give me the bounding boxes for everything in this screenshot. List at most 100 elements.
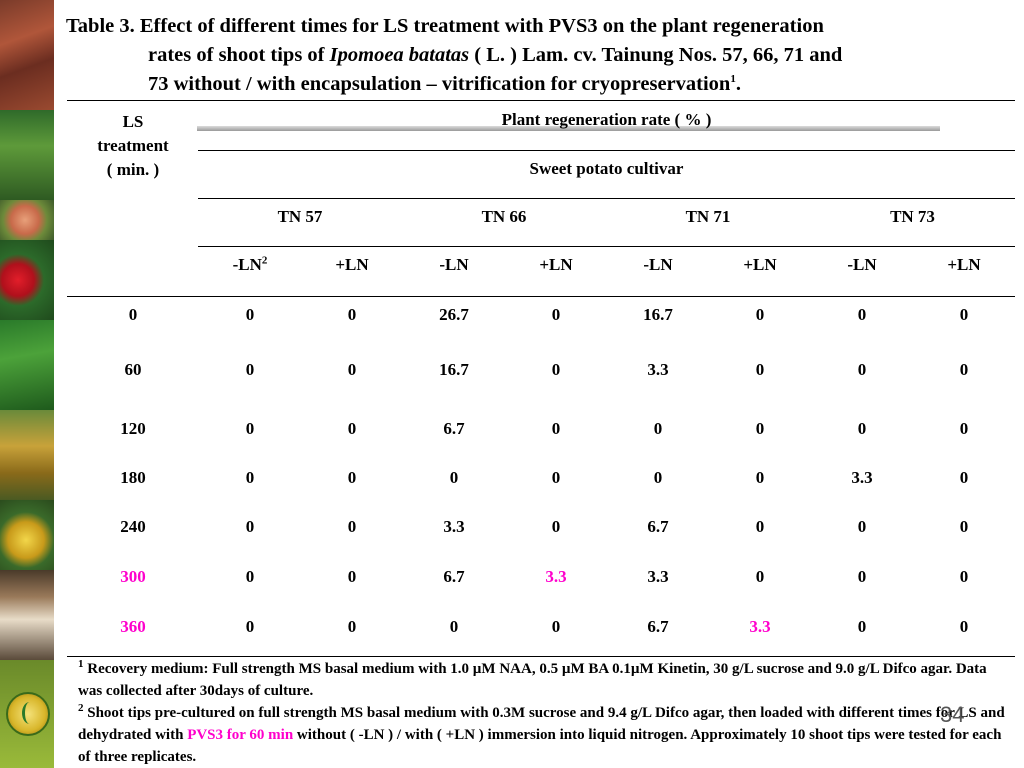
table-cell: 6.7	[443, 419, 465, 438]
table-cell: 0	[959, 517, 969, 536]
table-cell: 26.7	[439, 305, 469, 324]
table-cell: 0	[245, 468, 255, 487]
species-name: Ipomoea batatas	[329, 44, 470, 66]
table-cell: 0	[857, 419, 867, 438]
footnote-highlight: PVS3 for 60 min	[187, 727, 294, 743]
table-cell: 0	[245, 517, 255, 536]
table-cell: 3.3	[647, 360, 669, 379]
red-flower-photo	[0, 240, 54, 320]
table-cell: 0	[857, 517, 867, 536]
footnote-2: 2 Shoot tips pre-cultured on full streng…	[78, 702, 1014, 768]
cultivar-tn57: TN 57	[277, 207, 323, 226]
table-bottom-rule	[67, 656, 1015, 657]
table-cell: 0	[959, 360, 969, 379]
minus-ln-header: -LN2	[199, 255, 301, 275]
table-cell: 0	[551, 468, 561, 487]
table-cell: 0	[551, 305, 561, 324]
rule	[198, 246, 1015, 247]
title-text: rates of shoot tips of	[148, 44, 330, 66]
cultivar-tn73: TN 73	[890, 207, 935, 226]
decorative-photo-strip	[0, 0, 54, 768]
title-text: ( L. ) Lam. cv. Tainung Nos. 57, 66, 71 …	[469, 44, 843, 66]
table-cell: 0	[653, 419, 663, 438]
header-text: -LN	[643, 255, 673, 274]
footnote-marker: 2	[78, 702, 84, 714]
table-cell: 0	[959, 468, 969, 487]
row-time: 240	[120, 517, 146, 536]
table-cell: 0	[449, 468, 459, 487]
table-cell: 0	[755, 517, 765, 536]
table-cell: 0	[245, 360, 255, 379]
row-time: 120	[120, 419, 146, 438]
minus-ln-header: -LN	[403, 255, 505, 275]
table-cell: 3.3	[749, 617, 771, 636]
logo-icon	[22, 702, 37, 724]
table-cell: 3.3	[545, 567, 567, 586]
table-cell: 0	[347, 617, 357, 636]
table-cell: 0	[959, 305, 969, 324]
table-cell: 0	[551, 419, 561, 438]
table-cell: 6.7	[647, 617, 669, 636]
row-time: 300	[120, 567, 146, 586]
ls-treatment-header: LS treatment ( min. )	[67, 110, 199, 182]
table-cell: 0	[755, 468, 765, 487]
table-cell: 16.7	[643, 305, 673, 324]
sweet-potato-photo	[0, 0, 54, 110]
footnote-text: Recovery medium: Full strength MS basal …	[78, 661, 987, 699]
table-cell: 0	[347, 305, 357, 324]
table-cell: 0	[245, 567, 255, 586]
table-cell: 0	[959, 567, 969, 586]
cultivar-header: Sweet potato cultivar	[529, 159, 684, 178]
plus-ln-header: +LN	[947, 255, 981, 274]
table-cell: 0	[449, 617, 459, 636]
cultivar-tn66: TN 66	[481, 207, 527, 226]
table-cell: 0	[347, 360, 357, 379]
table-cell: 0	[347, 567, 357, 586]
institute-logo	[6, 692, 50, 736]
table-cell: 0	[857, 567, 867, 586]
table-cell: 0	[551, 517, 561, 536]
header-text: ( min. )	[106, 160, 160, 179]
footnote-marker: 1	[730, 73, 736, 86]
header-text: -LN	[232, 255, 262, 274]
table-cell: 0	[653, 468, 663, 487]
table-cell: 0	[245, 419, 255, 438]
table-cell: 3.3	[443, 517, 465, 536]
table-cell: 0	[347, 468, 357, 487]
row-time: 60	[124, 360, 142, 379]
table-cell: 0	[551, 617, 561, 636]
table-cell: 0	[959, 419, 969, 438]
table-cell: 3.3	[647, 567, 669, 586]
table-cell: 0	[755, 360, 765, 379]
table-cell: 0	[755, 567, 765, 586]
plus-ln-header: +LN	[743, 255, 777, 274]
plant-photo	[0, 410, 54, 500]
cucumber-photo	[0, 110, 54, 200]
footnote-marker: 1	[78, 658, 84, 670]
table-cell: 0	[551, 360, 561, 379]
table-cell: 16.7	[439, 360, 469, 379]
title-line-2: rates of shoot tips of Ipomoea batatas (…	[66, 41, 1006, 70]
regeneration-table: LS treatment ( min. ) Plant regeneration…	[67, 100, 1015, 657]
page-number: 34	[940, 702, 965, 727]
row-time: 360	[120, 617, 146, 636]
table-cell: 0	[959, 617, 969, 636]
anthurium-photo	[0, 320, 54, 410]
table-cell: 0	[755, 419, 765, 438]
cultivar-tn71: TN 71	[685, 207, 731, 226]
grey-divider	[197, 126, 940, 131]
plus-ln-header: +LN	[539, 255, 573, 274]
table-cell: 0	[755, 305, 765, 324]
footnotes: 1 Recovery medium: Full strength MS basa…	[78, 658, 1014, 768]
table-cell: 0	[857, 360, 867, 379]
title-text: 73 without / with encapsulation – vitrif…	[148, 73, 731, 95]
minus-ln-header: -LN	[607, 255, 709, 275]
table-cell: 3.3	[851, 468, 873, 487]
table-cell: 0	[857, 617, 867, 636]
row-time: 0	[128, 305, 138, 324]
footnote-1: 1 Recovery medium: Full strength MS basa…	[78, 658, 1014, 702]
footnote-text: Shoot tips pre-cultured on full strength…	[78, 705, 1005, 743]
header-text: treatment	[97, 136, 169, 155]
plus-ln-header: +LN	[335, 255, 369, 274]
table-cell: 0	[347, 419, 357, 438]
